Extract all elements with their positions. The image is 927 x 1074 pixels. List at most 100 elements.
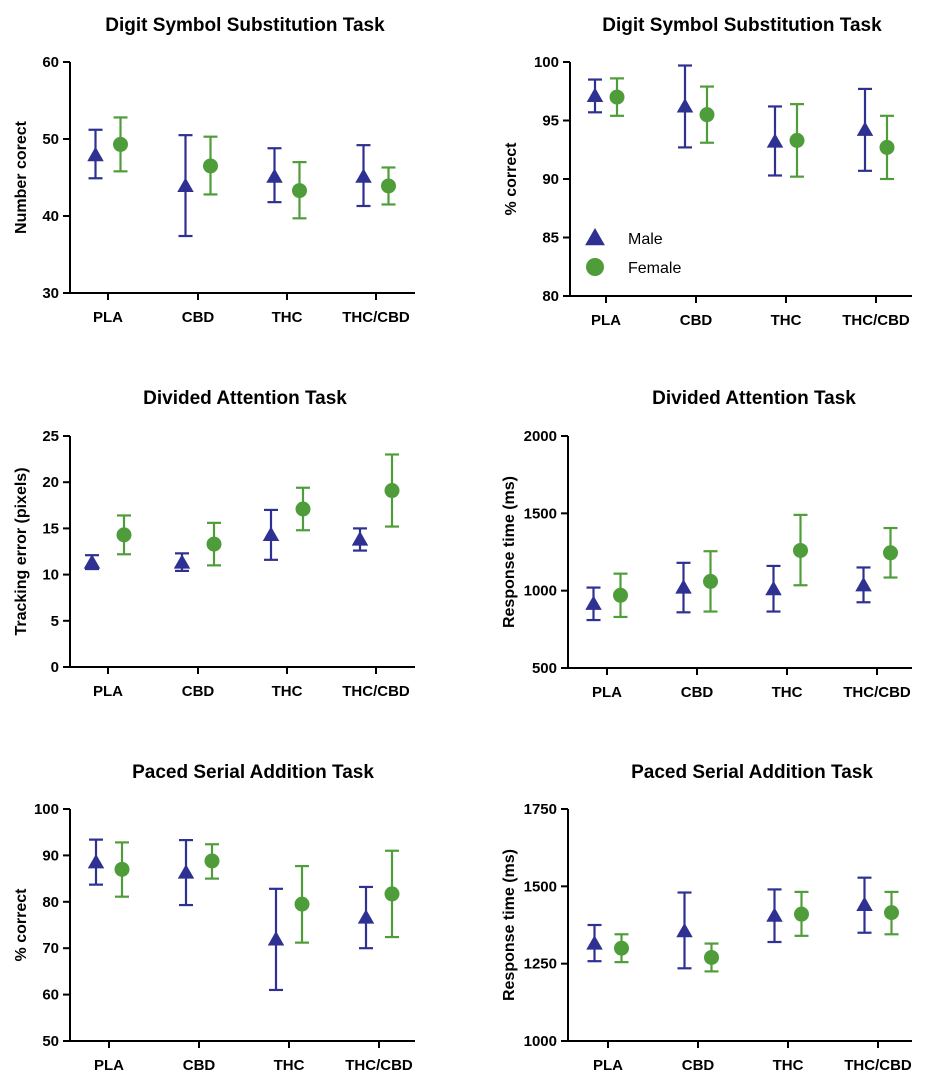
male-point [856,121,874,136]
legend-label: Male [628,231,663,248]
x-tick-label: THC [772,684,803,701]
y-tick-label: 10 [42,567,59,584]
x-tick-label: THC [771,312,802,329]
male-point [765,580,782,596]
y-tick-label: 1000 [524,1033,557,1050]
male-point [675,579,692,594]
y-tick-label: 1500 [524,505,557,522]
female-point [789,132,805,148]
x-tick-label: CBD [682,1057,715,1074]
female-point [384,483,400,499]
y-axis-label: % correct [13,888,30,962]
chart-title: Paced Serial Addition Task [132,762,374,783]
x-tick-label: THC [274,1057,305,1074]
male-point [357,909,375,924]
male-point [676,922,693,938]
y-tick-label: 90 [42,847,59,864]
male-point [586,87,604,103]
female-point [116,527,132,543]
female-point [703,573,718,589]
legend-male-marker [585,227,605,246]
male-point [855,576,872,592]
y-axis-label: Number corect [13,120,30,234]
legend: Male Female [585,227,681,277]
female-point [113,136,128,152]
y-tick-label: 40 [42,208,59,225]
female-point [295,501,311,517]
female-point [206,536,222,552]
chart-panel-2: Digit Symbol Substitution Task % correct 8… [503,15,912,329]
female-point [699,107,715,123]
chart-title: Digit Symbol Substitution Task [105,15,385,36]
x-tick-label: PLA [593,1057,623,1074]
female-point [203,158,218,174]
chart-panel-4: Divided Attention Task Response time (ms)… [501,388,912,701]
y-tick-label: 60 [42,54,59,71]
chart-title: Divided Attention Task [652,388,856,409]
y-tick-label: 50 [42,1033,59,1050]
female-point [381,178,396,194]
male-point [676,98,694,113]
x-tick-label: THC/CBD [843,684,911,701]
y-tick-label: 100 [34,801,59,818]
x-tick-label: THC/CBD [342,309,410,326]
female-point [879,139,895,155]
y-tick-label: 70 [42,940,59,957]
male-point [87,853,105,869]
chart-panel-1: Digit Symbol Substitution Task Number cor… [13,15,415,326]
x-tick-label: PLA [591,312,621,329]
male-point [267,931,285,946]
y-tick-label: 95 [542,113,559,130]
y-tick-label: 100 [534,54,559,71]
male-point [585,595,602,610]
y-tick-label: 20 [42,474,59,491]
x-tick-label: CBD [680,312,713,329]
female-point [704,949,719,965]
y-tick-label: 500 [532,660,557,677]
male-point [351,531,369,546]
x-tick-label: CBD [183,1057,216,1074]
x-tick-label: PLA [93,683,123,700]
y-tick-label: 5 [51,613,59,630]
chart-title: Digit Symbol Substitution Task [602,15,882,36]
female-point [294,896,310,912]
y-tick-label: 60 [42,987,59,1004]
female-point [384,886,400,902]
y-tick-label: 1250 [524,956,557,973]
y-axis-label: Response time (ms) [501,476,518,628]
male-point [586,935,603,950]
male-point [177,177,194,193]
x-tick-label: PLA [93,309,123,326]
y-tick-label: 15 [42,520,59,537]
chart-panel-6: Paced Serial Addition Task Response time … [501,762,912,1074]
y-tick-label: 30 [42,285,59,302]
x-tick-label: THC/CBD [342,683,410,700]
female-point [793,542,808,558]
y-tick-label: 80 [542,288,559,305]
x-tick-label: THC/CBD [844,1057,912,1074]
legend-female-marker [586,258,604,276]
female-point [204,853,220,869]
y-tick-label: 1750 [524,801,557,818]
female-point [292,183,307,199]
y-tick-label: 90 [542,171,559,188]
chart-panel-3: Divided Attention Task Tracking error (pi… [13,388,415,700]
x-tick-label: PLA [592,684,622,701]
x-tick-label: CBD [182,683,215,700]
male-point [766,133,784,148]
x-tick-label: CBD [681,684,714,701]
y-tick-label: 80 [42,894,59,911]
male-point [856,896,873,911]
female-point [114,861,130,877]
x-tick-label: THC/CBD [842,312,910,329]
male-point [266,168,283,183]
x-tick-label: THC [272,309,303,326]
x-tick-label: THC/CBD [345,1057,413,1074]
male-point [173,554,191,569]
y-tick-label: 1000 [524,583,557,600]
x-tick-label: THC [773,1057,804,1074]
chart-panel-5: Paced Serial Addition Task % correct 50 60 7… [13,762,415,1074]
y-axis-label: Tracking error (pixels) [13,467,30,635]
female-point [609,89,625,105]
x-tick-label: PLA [94,1057,124,1074]
